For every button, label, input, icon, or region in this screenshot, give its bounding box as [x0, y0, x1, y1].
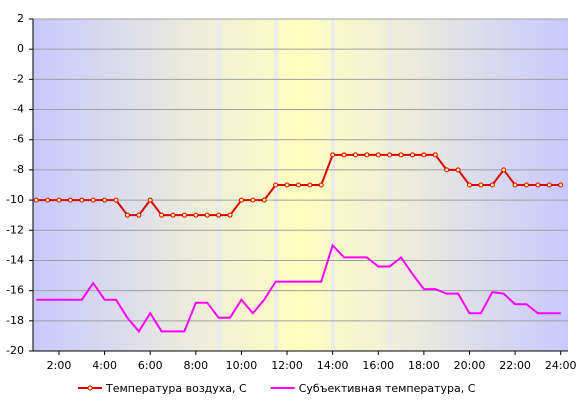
- x-tick-label: 12:00: [271, 359, 303, 372]
- marker: [90, 197, 96, 203]
- marker: [398, 152, 404, 158]
- y-tick-label: 0: [17, 42, 24, 55]
- marker: [284, 182, 290, 188]
- marker: [330, 152, 336, 158]
- marker: [261, 197, 267, 203]
- legend-label: Температура воздуха, С: [105, 382, 247, 395]
- marker: [523, 182, 529, 188]
- marker: [216, 212, 222, 218]
- marker: [341, 152, 347, 158]
- legend: Температура воздуха, С Субъективная темпе…: [78, 382, 476, 395]
- marker: [489, 182, 495, 188]
- x-tick-label: 2:00: [47, 359, 72, 372]
- marker: [546, 182, 552, 188]
- marker: [501, 167, 507, 173]
- marker: [170, 212, 176, 218]
- marker: [181, 212, 187, 218]
- marker: [512, 182, 518, 188]
- marker: [102, 197, 108, 203]
- marker: [113, 197, 119, 203]
- y-tick-label: -8: [13, 163, 24, 176]
- y-tick-label: -18: [6, 314, 24, 327]
- marker: [227, 212, 233, 218]
- x-tick-label: 18:00: [408, 359, 440, 372]
- y-tick-label: -6: [13, 133, 24, 146]
- marker: [124, 212, 130, 218]
- marker: [478, 182, 484, 188]
- y-tick-label: -12: [6, 223, 24, 236]
- marker: [558, 182, 564, 188]
- y-tick-label: -10: [6, 193, 24, 206]
- marker: [466, 182, 472, 188]
- marker: [421, 152, 427, 158]
- marker: [193, 212, 199, 218]
- marker: [364, 152, 370, 158]
- marker: [295, 182, 301, 188]
- x-tick-label: 4:00: [92, 359, 117, 372]
- marker: [318, 182, 324, 188]
- marker: [159, 212, 165, 218]
- marker: [67, 197, 73, 203]
- x-tick-label: 10:00: [226, 359, 258, 372]
- marker: [409, 152, 415, 158]
- y-tick-label: -14: [6, 253, 24, 266]
- marker: [535, 182, 541, 188]
- marker: [307, 182, 313, 188]
- marker: [56, 197, 62, 203]
- x-tick-label: 6:00: [138, 359, 163, 372]
- marker: [45, 197, 51, 203]
- marker: [375, 152, 381, 158]
- y-tick-label: 2: [17, 12, 24, 25]
- marker: [79, 197, 85, 203]
- marker: [33, 197, 39, 203]
- x-tick-label: 16:00: [362, 359, 394, 372]
- marker: [352, 152, 358, 158]
- legend-marker: [87, 385, 93, 391]
- marker: [273, 182, 279, 188]
- y-tick-label: -2: [13, 72, 24, 85]
- x-tick-label: 22:00: [499, 359, 531, 372]
- legend-label: Субъективная температура, С: [299, 382, 476, 395]
- marker: [387, 152, 393, 158]
- series-line: [36, 243, 561, 334]
- marker: [455, 167, 461, 173]
- x-tick-label: 14:00: [317, 359, 349, 372]
- x-tick-label: 24:00: [545, 359, 577, 372]
- y-tick-label: -4: [13, 103, 24, 116]
- marker: [136, 212, 142, 218]
- marker: [238, 197, 244, 203]
- marker: [444, 167, 450, 173]
- marker: [204, 212, 210, 218]
- marker: [147, 197, 153, 203]
- marker: [250, 197, 256, 203]
- y-tick-label: -20: [6, 344, 24, 357]
- x-tick-label: 20:00: [454, 359, 486, 372]
- marker: [432, 152, 438, 158]
- x-tick-label: 8:00: [183, 359, 208, 372]
- y-tick-label: -16: [6, 284, 24, 297]
